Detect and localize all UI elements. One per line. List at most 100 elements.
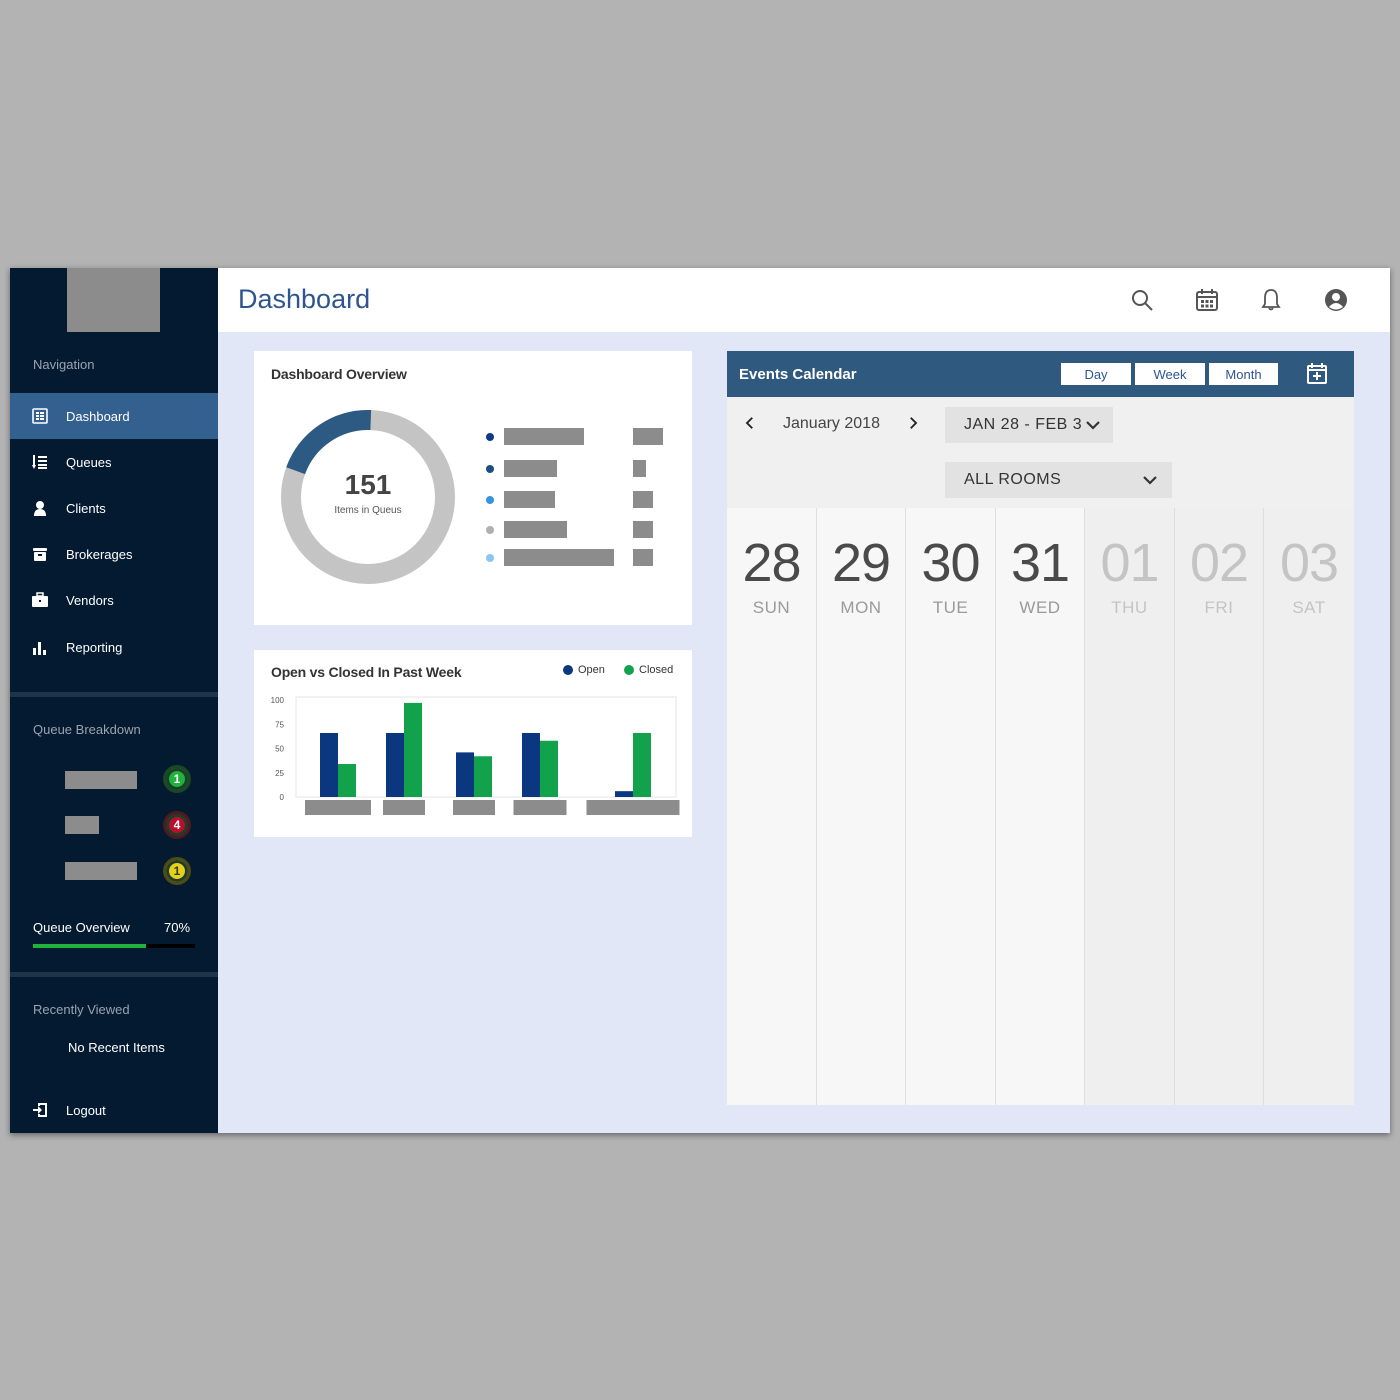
bar-open	[615, 791, 633, 797]
sidebar-divider	[10, 692, 218, 697]
y-tick-label: 75	[275, 720, 284, 729]
day-number: 30	[921, 533, 980, 593]
day-number: 28	[742, 533, 801, 593]
day-column[interactable]: 30 TUE	[906, 508, 996, 1105]
view-month-button[interactable]: Month	[1209, 363, 1278, 385]
search-icon[interactable]	[1130, 288, 1154, 312]
prev-month-button[interactable]	[742, 413, 758, 433]
bar-closed	[474, 756, 492, 797]
next-month-button[interactable]	[905, 413, 921, 433]
card-title: Dashboard Overview	[271, 366, 407, 382]
day-name: WED	[1019, 598, 1061, 617]
queue-overview-progress	[33, 944, 195, 948]
legend-dot	[486, 433, 494, 441]
redacted-label	[504, 460, 557, 477]
redacted-category-label	[453, 800, 495, 815]
legend-dot	[624, 665, 634, 675]
sidebar-item-queues[interactable]: Queues	[10, 439, 218, 485]
redacted-label	[504, 549, 614, 566]
open-vs-closed-card: Open vs Closed In Past Week Open Closed …	[254, 650, 692, 837]
briefcase-icon	[32, 592, 48, 608]
client-icon	[32, 500, 48, 516]
count-badge: 4	[163, 811, 191, 839]
top-header: Dashboard	[218, 268, 1390, 332]
y-tick-label: 25	[275, 769, 284, 778]
logout-button[interactable]: Logout	[10, 1087, 218, 1133]
logo[interactable]	[67, 268, 160, 332]
dashboard-overview-card: Dashboard Overview 151 Items in Queus	[254, 351, 692, 625]
sidebar-item-vendors[interactable]: Vendors	[10, 577, 218, 623]
day-column[interactable]: 03 SAT	[1264, 508, 1354, 1105]
logout-icon	[32, 1102, 48, 1118]
day-column[interactable]: 29 MON	[817, 508, 906, 1105]
sidebar-item-reporting[interactable]: Reporting	[10, 624, 218, 670]
bar-closed	[633, 732, 651, 797]
redacted-label	[504, 428, 584, 445]
rooms-select[interactable]: ALL ROOMS	[945, 462, 1172, 498]
redacted-category-label	[513, 800, 567, 815]
day-name: THU	[1111, 598, 1148, 617]
day-column[interactable]: 02 FRI	[1175, 508, 1264, 1105]
day-column[interactable]: 28 SUN	[727, 508, 817, 1105]
redacted-label	[65, 862, 137, 880]
recently-viewed-label: Recently Viewed	[33, 1002, 130, 1017]
date-range-select[interactable]: JAN 28 - FEB 3	[945, 407, 1113, 443]
y-tick-label: 0	[280, 793, 285, 802]
legend-label: Closed	[639, 664, 674, 676]
day-name: SAT	[1292, 598, 1326, 617]
progress-fill	[33, 944, 147, 948]
sidebar-item-clients[interactable]: Clients	[10, 485, 218, 531]
calendar-icon[interactable]	[1195, 288, 1219, 312]
view-week-button[interactable]: Week	[1135, 363, 1205, 385]
sidebar-item-dashboard[interactable]: Dashboard	[10, 393, 218, 439]
sidebar-item-label: Dashboard	[66, 408, 130, 424]
day-number: 31	[1010, 533, 1070, 593]
day-number: 03	[1279, 533, 1339, 593]
day-column[interactable]: 01 THU	[1085, 508, 1175, 1105]
bar-closed	[404, 702, 422, 797]
redacted-label	[504, 521, 567, 538]
sidebar-item-label: Brokerages	[66, 546, 133, 562]
legend-dot	[486, 496, 494, 504]
no-recent-items: No Recent Items	[68, 1040, 165, 1055]
view-day-button[interactable]: Day	[1061, 363, 1131, 385]
navigation-label: Navigation	[33, 357, 95, 372]
bell-icon[interactable]	[1259, 288, 1283, 312]
current-month: January 2018	[783, 415, 880, 432]
day-column[interactable]: 31 WED	[996, 508, 1085, 1105]
dashboard-icon	[32, 408, 48, 424]
bar-open	[456, 752, 474, 797]
sidebar-item-brokerages[interactable]: Brokerages	[10, 531, 218, 577]
legend-dot	[486, 554, 494, 562]
app-window: Navigation Dashboard Queues Clients Brok…	[10, 268, 1390, 1133]
add-event-icon[interactable]	[1306, 362, 1328, 384]
bar-closed	[540, 740, 558, 797]
chart-title: Open vs Closed In Past Week	[271, 664, 462, 680]
total-label: Items in Queus	[334, 505, 402, 516]
chevron-left-icon	[745, 417, 753, 429]
y-tick-label: 50	[275, 745, 284, 754]
date-range-value: JAN 28 - FEB 3	[964, 416, 1083, 433]
redacted-category-label	[383, 800, 425, 815]
legend-dot	[486, 465, 494, 473]
day-name: TUE	[932, 598, 969, 617]
day-name: SUN	[752, 598, 791, 617]
redacted-value	[633, 460, 646, 477]
redacted-value	[633, 549, 653, 566]
queue-breakdown-label: Queue Breakdown	[33, 722, 141, 737]
day-number: 29	[831, 533, 891, 593]
logout-label: Logout	[66, 1102, 106, 1118]
chevron-down-icon	[1143, 476, 1157, 485]
day-number: 02	[1189, 533, 1249, 593]
sidebar-item-label: Reporting	[66, 639, 123, 655]
legend-closed: Closed	[624, 664, 673, 676]
bar-closed	[338, 764, 356, 797]
events-calendar: Events Calendar Day Week Month January 2…	[727, 351, 1354, 1105]
sidebar: Navigation Dashboard Queues Clients Brok…	[10, 268, 218, 1133]
brokerage-icon	[32, 546, 48, 562]
donut-chart: 151 Items in Queus	[278, 407, 458, 587]
bar-open	[522, 732, 540, 797]
calendar-header: Events Calendar Day Week Month	[727, 351, 1354, 397]
total-count: 151	[344, 469, 392, 500]
user-icon[interactable]	[1324, 288, 1348, 312]
